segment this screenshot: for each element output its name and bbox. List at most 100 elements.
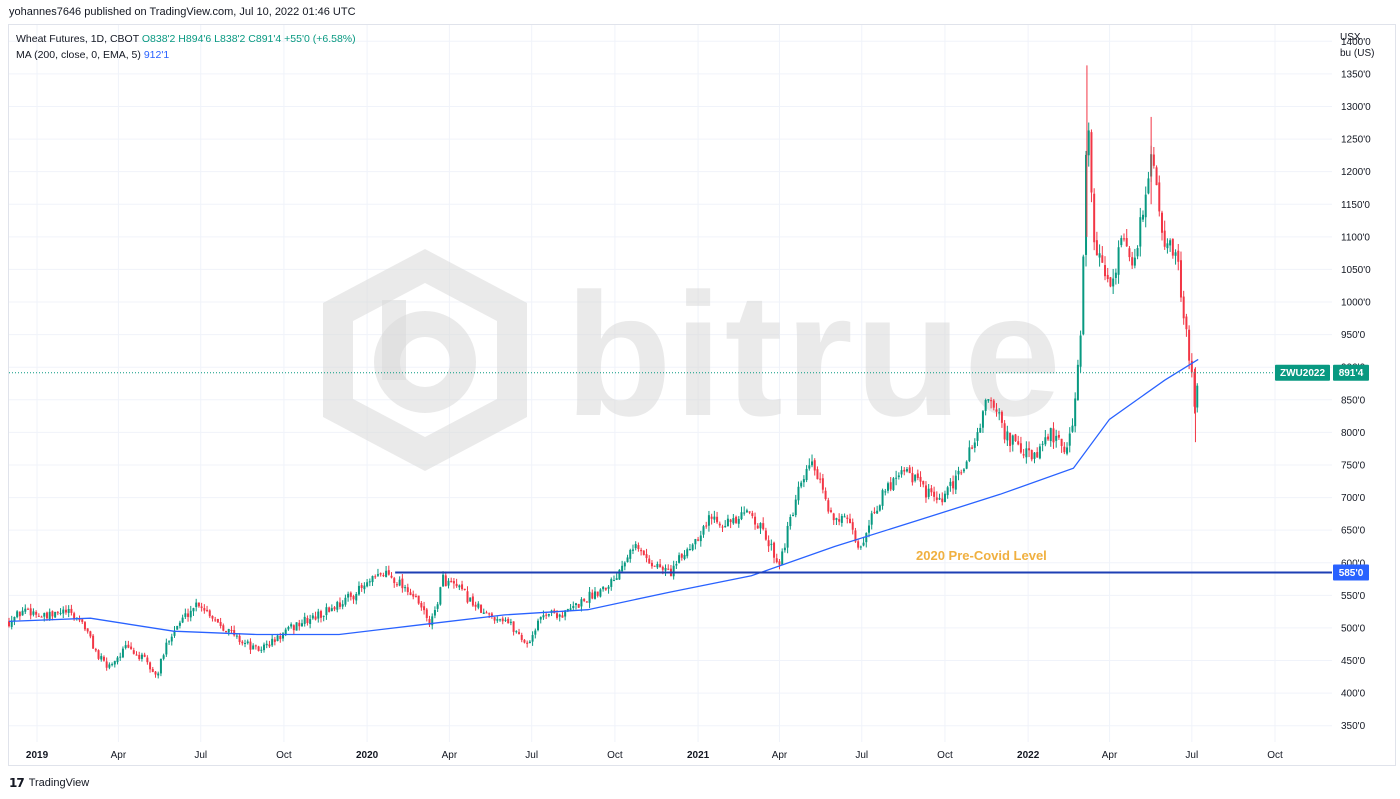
candle-body: [439, 587, 442, 605]
candle-body: [56, 612, 59, 614]
candle-body: [1133, 257, 1136, 266]
candle-body: [363, 585, 366, 590]
candle-body: [102, 656, 105, 661]
candle-body: [1136, 248, 1139, 257]
candle-body: [1112, 278, 1115, 287]
candle-body: [154, 671, 157, 675]
candle-body: [537, 620, 540, 631]
candle-body: [474, 604, 477, 607]
candle-body: [585, 601, 588, 603]
candle-body: [425, 609, 428, 618]
candle-body: [697, 539, 700, 541]
candle-body: [219, 621, 222, 626]
y-tick-label: 600'0: [1341, 558, 1366, 569]
candle-body: [661, 566, 664, 570]
candle-body: [954, 475, 957, 490]
legend-ma-name[interactable]: MA (200, close, 0, EMA, 5): [16, 49, 141, 61]
candle-body: [873, 511, 876, 513]
candle-body: [1155, 167, 1158, 186]
candle-body: [743, 512, 746, 514]
candle-body: [111, 664, 114, 666]
candle-body: [745, 510, 748, 513]
x-tick-label: 2019: [26, 750, 49, 761]
candle-body: [287, 626, 290, 630]
y-tick-label: 550'0: [1341, 591, 1366, 602]
candle-body: [1125, 238, 1128, 247]
candle-body: [135, 654, 138, 656]
candle-body: [971, 447, 974, 449]
candle-body: [18, 611, 21, 617]
candle-body: [371, 576, 374, 583]
candle-body: [398, 579, 401, 586]
candle-body: [43, 612, 46, 617]
candle-body: [319, 611, 322, 618]
chart-frame: [8, 24, 1396, 766]
candle-body: [1196, 385, 1199, 408]
candle-body: [81, 619, 84, 622]
candle-body: [62, 609, 65, 614]
x-tick-label: 2021: [687, 750, 710, 761]
candle-body: [737, 518, 740, 524]
x-tick-label: Jul: [194, 750, 207, 761]
candle-body: [401, 578, 404, 589]
candle-body: [941, 498, 944, 503]
candle-body: [618, 569, 621, 580]
candle-body: [949, 481, 952, 486]
y-tick-label: 500'0: [1341, 623, 1366, 634]
candle-body: [821, 478, 824, 490]
x-tick-label: Apr: [111, 750, 127, 761]
candle-body: [531, 635, 534, 642]
candle-body: [1163, 230, 1166, 247]
y-tick-label: 350'0: [1341, 721, 1366, 732]
candle-body: [268, 644, 271, 647]
symbol-tag: [1275, 364, 1330, 381]
candle-body: [322, 615, 325, 617]
candle-body: [973, 442, 976, 448]
candle-body: [593, 591, 596, 599]
candle-body: [423, 606, 426, 611]
candle-body: [607, 586, 610, 589]
x-tick-label: Oct: [607, 750, 623, 761]
ma-200-ema-layer: [8, 358, 1199, 636]
candle-body: [195, 602, 198, 608]
candle-body: [406, 587, 409, 593]
legend-symbol[interactable]: Wheat Futures, 1D, CBOT: [16, 33, 139, 45]
ma-200-ema-line[interactable]: [8, 358, 1199, 636]
candle-body: [754, 516, 757, 525]
candle-body: [206, 609, 209, 611]
candle-body: [648, 558, 651, 564]
candle-body: [583, 598, 586, 601]
candle-body: [558, 614, 561, 617]
candle-body: [740, 512, 743, 520]
candle-body: [94, 648, 97, 651]
candle-body: [466, 591, 469, 603]
y-axis: 350'0 400'0 450'0 500'0 550'0 600'0 650'0 700'0…: [1341, 37, 1371, 732]
candle-body: [686, 549, 689, 557]
candle-body: [642, 550, 645, 555]
candle-body: [751, 513, 754, 516]
candle-body: [130, 646, 133, 650]
candle-body: [897, 475, 900, 478]
footer-brand[interactable]: TradingView: [28, 777, 90, 789]
candle-body: [282, 633, 285, 639]
candle-body: [892, 478, 895, 490]
candle-body: [170, 636, 173, 642]
candle-body: [379, 573, 382, 575]
candle-body: [238, 635, 241, 643]
candle-body: [1057, 434, 1060, 438]
candle-body: [306, 617, 309, 624]
candle-body: [452, 581, 455, 584]
candle-body: [317, 611, 320, 619]
candle-body: [51, 611, 54, 617]
candle-body: [1185, 316, 1188, 330]
y-tick-label: 1250'0: [1341, 135, 1371, 146]
candle-body: [254, 645, 257, 647]
candle-body: [911, 473, 914, 483]
candle-body: [349, 592, 352, 597]
candle-body: [631, 549, 634, 551]
candle-body: [1131, 257, 1134, 266]
candle-body: [716, 516, 719, 523]
candle-body: [688, 548, 691, 551]
candle-body: [433, 610, 436, 616]
